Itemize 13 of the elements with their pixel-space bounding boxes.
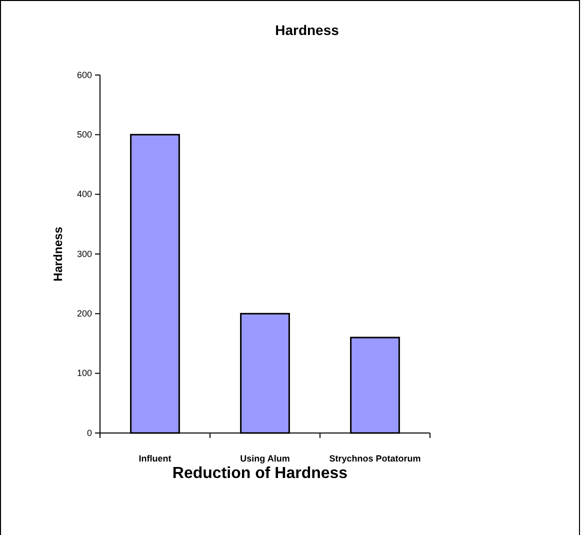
y-tick-label: 0 [86,428,92,438]
y-axis-title: Hardness [51,226,65,282]
y-tick-label: 600 [76,70,92,80]
y-tick-label: 500 [76,130,92,140]
y-tick-label: 400 [76,189,92,200]
y-tick-label: 300 [76,248,92,259]
x-tick-label: Strychnos Potatorum [329,453,421,464]
x-tick-label: Influent [138,453,172,464]
x-axis-title: Reduction of Hardness [172,465,348,482]
chart-title: Hardness [275,22,340,38]
y-tick-label: 200 [76,308,92,319]
x-tick-label: Using Alum [240,453,290,464]
y-tick-label: 100 [76,368,92,378]
